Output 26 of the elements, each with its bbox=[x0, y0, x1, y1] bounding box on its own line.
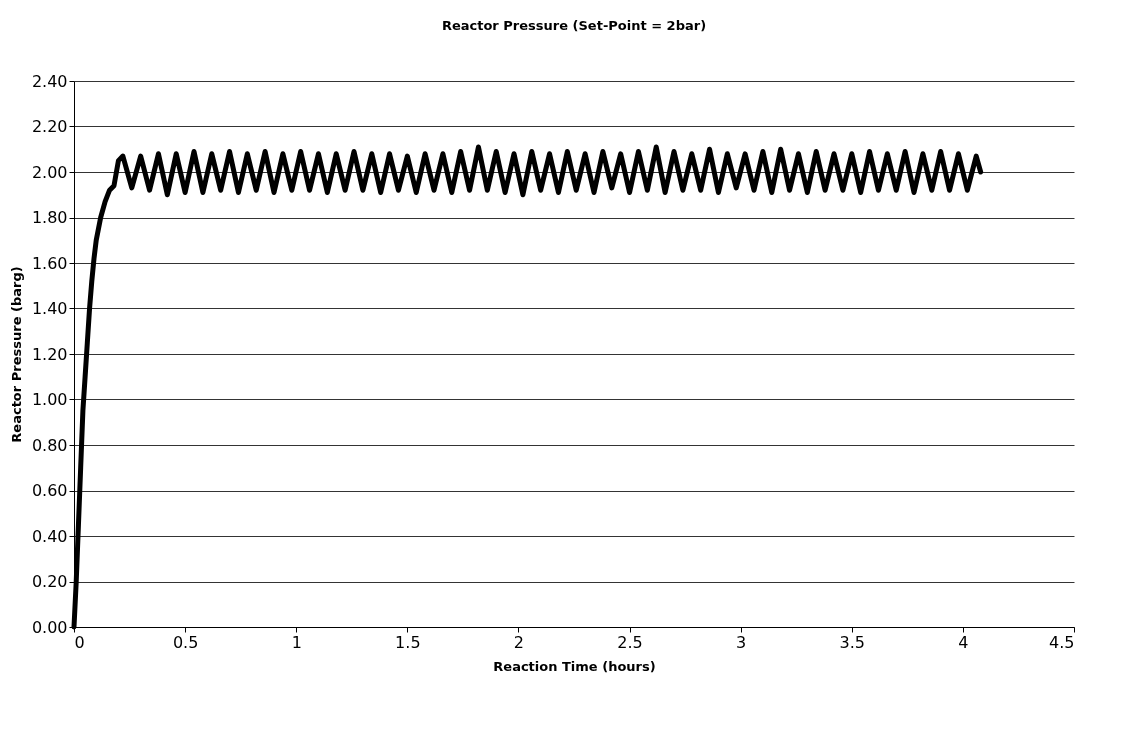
y-tick-label: 1.40 bbox=[31, 299, 68, 318]
y-tick-label: 0.20 bbox=[31, 572, 68, 591]
x-axis-title: Reaction Time (hours) bbox=[493, 658, 656, 674]
x-tick-label: 2.5 bbox=[617, 632, 643, 652]
x-tick-label: 1.5 bbox=[395, 632, 421, 652]
y-tick-label: 0.40 bbox=[31, 526, 68, 546]
y-tick-label: 0.60 bbox=[31, 481, 68, 500]
y-tick-label: 1.00 bbox=[31, 390, 68, 409]
y-tick-label: 2.00 bbox=[31, 162, 68, 182]
chart-title: Reactor Pressure (Set-Point = 2bar) bbox=[441, 18, 707, 33]
y-tick-label: 0.00 bbox=[31, 617, 68, 637]
x-tick-label: 4.5 bbox=[1049, 632, 1075, 652]
x-tick-label: 4 bbox=[958, 632, 969, 652]
y-tick-label: 1.60 bbox=[31, 253, 68, 273]
x-tick-label: 0.5 bbox=[172, 632, 199, 652]
y-tick-label: 1.20 bbox=[31, 344, 68, 364]
y-tick-label: 2.40 bbox=[31, 71, 68, 91]
x-tick-label: 2 bbox=[513, 632, 525, 652]
x-tick-label: 3.5 bbox=[839, 632, 865, 652]
x-tick-label: 0 bbox=[74, 632, 85, 652]
x-tick-label: 3 bbox=[736, 632, 747, 652]
y-tick-label: 1.80 bbox=[31, 208, 68, 227]
y-tick-label: 2.20 bbox=[31, 117, 68, 136]
y-axis-title: Reactor Pressure (barg) bbox=[8, 266, 24, 443]
x-tick-label: 1 bbox=[291, 632, 302, 652]
y-tick-label: 0.80 bbox=[31, 435, 68, 455]
